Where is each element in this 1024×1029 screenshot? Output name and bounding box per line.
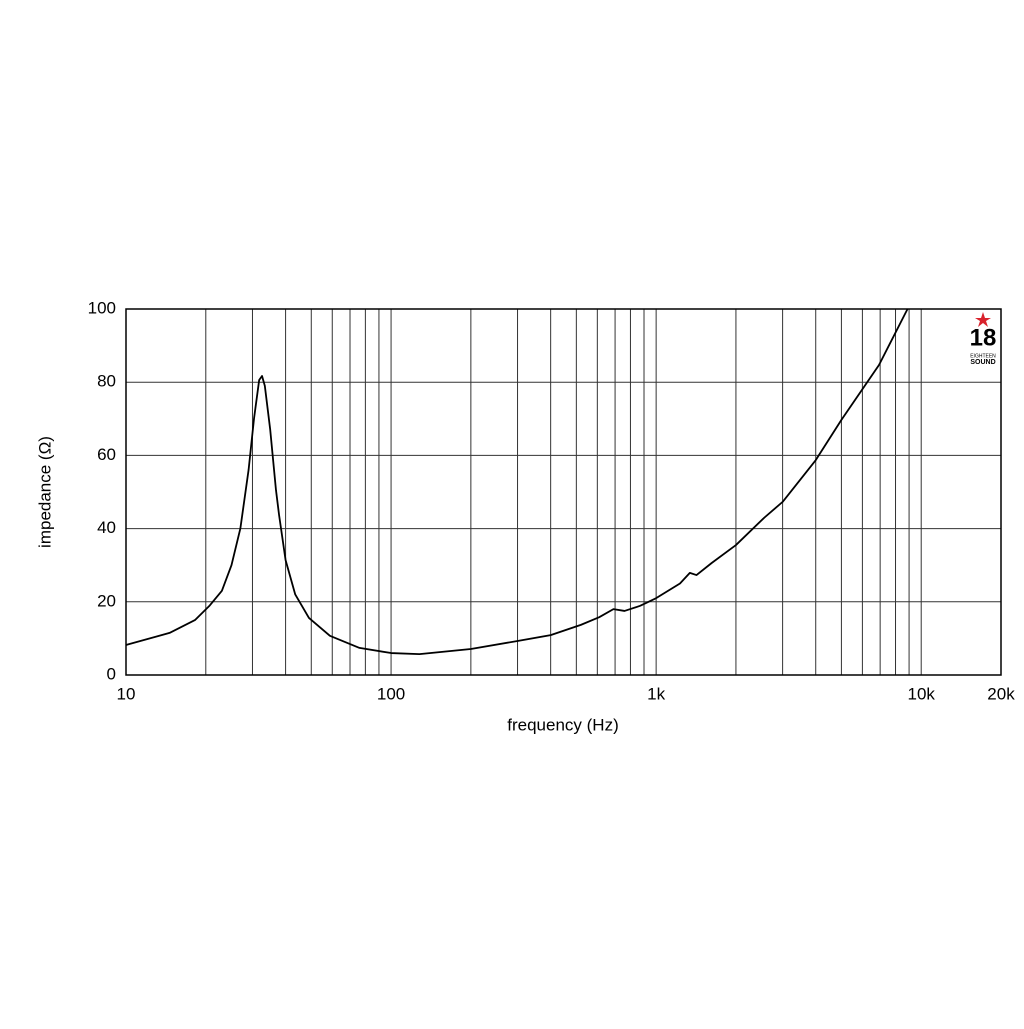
y-tick-label: 100 <box>88 298 116 317</box>
y-tick-label: 80 <box>97 372 116 391</box>
logo-number: 18 <box>970 324 997 351</box>
x-tick-label: 1k <box>647 684 665 703</box>
y-tick-label: 60 <box>97 445 116 464</box>
y-axis-label: impedance (Ω) <box>35 436 54 548</box>
y-tick-label: 40 <box>97 518 116 537</box>
y-tick-label: 0 <box>107 664 116 683</box>
impedance-line <box>125 308 909 656</box>
logo-star <box>975 312 991 327</box>
x-tick-label: 20k <box>987 684 1015 703</box>
y-tick-label: 20 <box>97 591 116 610</box>
x-tick-label: 10k <box>907 684 935 703</box>
plot-frame <box>125 308 1002 676</box>
logo: 18 EIGHTEEN SOUND <box>970 312 997 366</box>
x-tick-label: 100 <box>377 684 405 703</box>
logo-text: SOUND <box>970 359 995 366</box>
x-tick-label: 10 <box>117 684 136 703</box>
logo-text: EIGHTEEN <box>970 353 996 359</box>
x-axis-label: frequency (Hz) <box>507 715 618 734</box>
